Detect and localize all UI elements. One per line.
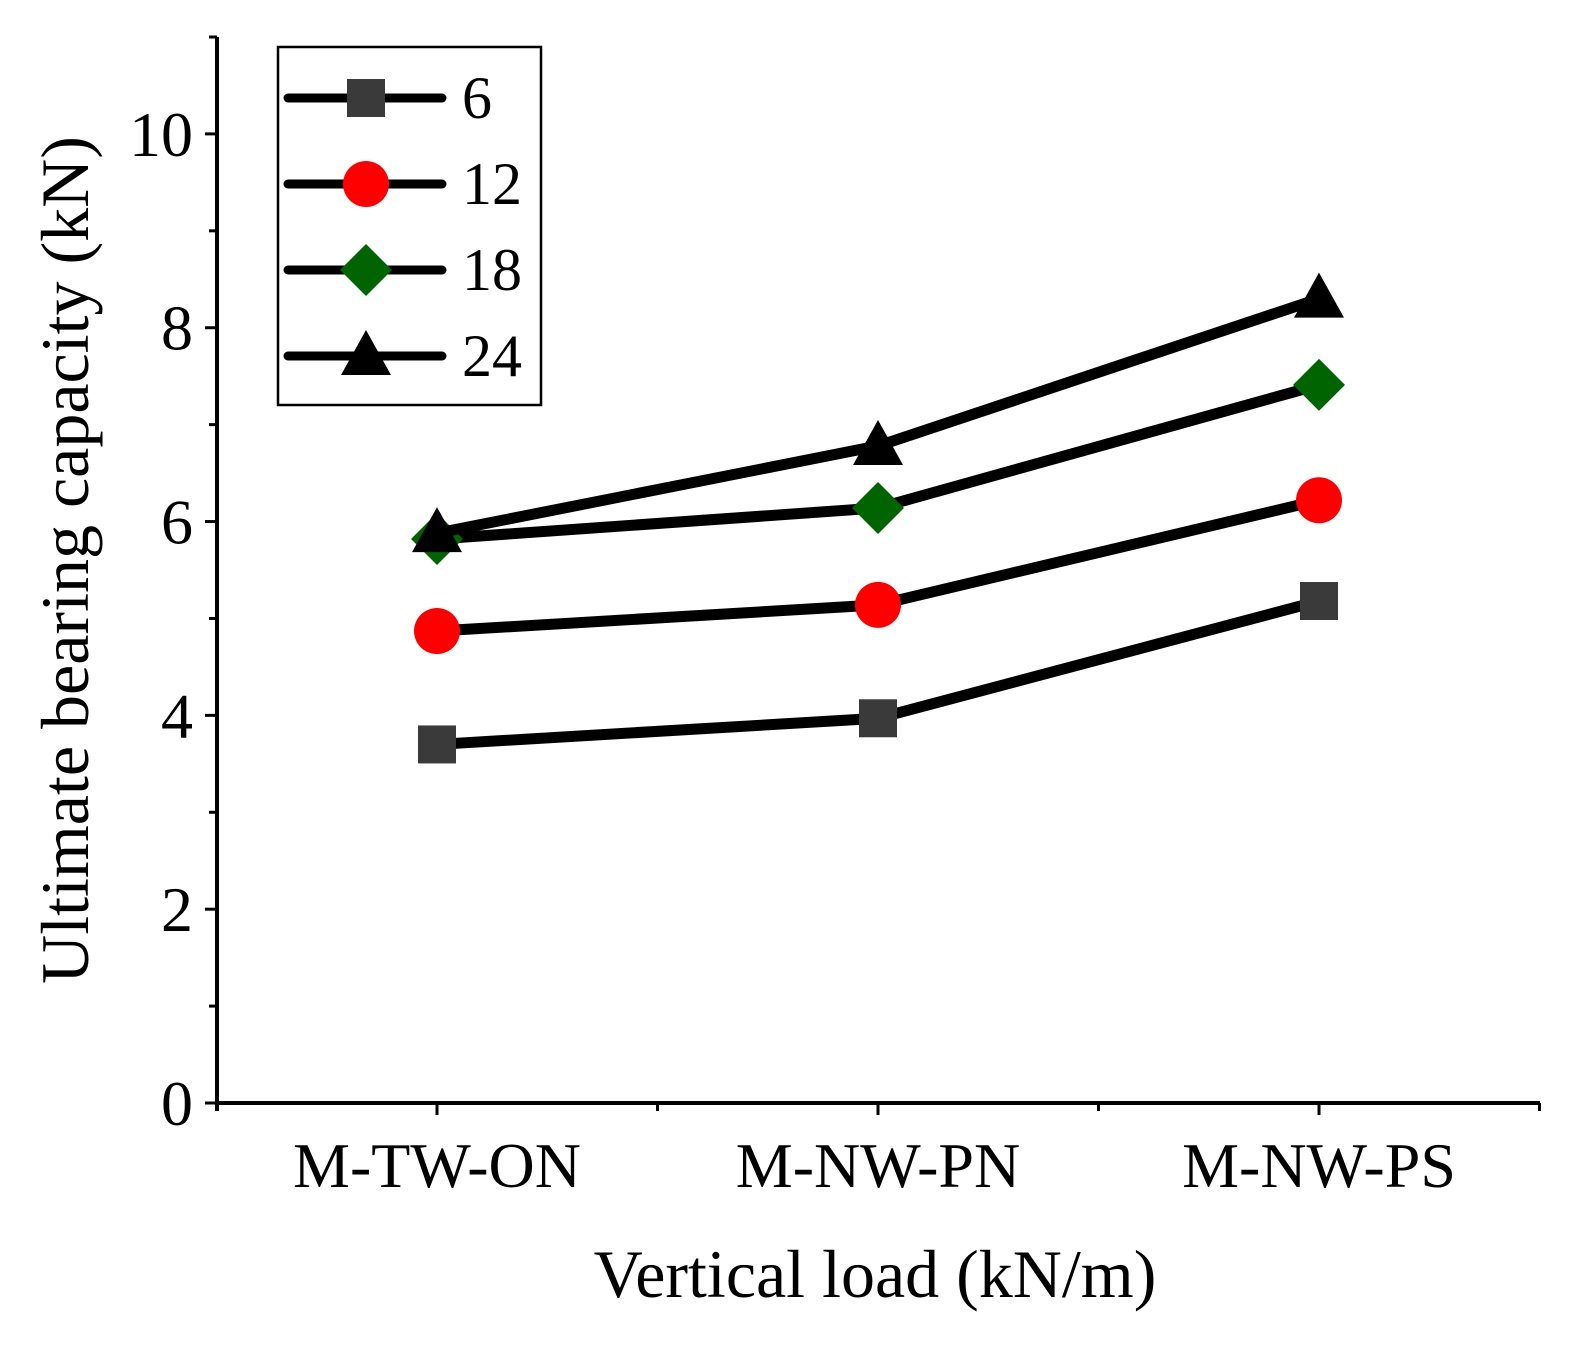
- data-point-diamond: [852, 481, 904, 534]
- data-point-triangle: [412, 507, 462, 553]
- x-tick-label: M-NW-PS: [1182, 1130, 1456, 1201]
- legend-marker-diamond: [340, 244, 392, 296]
- legend-label: 18: [462, 237, 522, 303]
- y-tick-label: 8: [161, 293, 193, 364]
- y-tick-label: 2: [161, 874, 193, 945]
- legend-item: 24: [283, 323, 522, 389]
- x-tick-label: M-NW-PN: [736, 1130, 1020, 1201]
- data-point-circle: [414, 608, 460, 655]
- y-tick-label: 4: [161, 680, 193, 751]
- y-tick-label: 0: [161, 1068, 193, 1139]
- legend-item: 6: [283, 65, 492, 131]
- y-axis-title: Ultimate bearing capacity (kN): [27, 136, 103, 984]
- y-tick-label: 6: [161, 487, 193, 558]
- series-24: [412, 272, 1344, 553]
- legend-marker-square: [347, 79, 385, 117]
- data-point-square: [1300, 582, 1338, 621]
- y-tick-label: 10: [129, 99, 193, 170]
- legend: 6 12 18 24: [276, 45, 543, 407]
- series-6: [418, 582, 1338, 764]
- legend-label: 24: [462, 323, 522, 389]
- legend-marker-circle: [343, 161, 389, 207]
- data-point-square: [418, 725, 456, 764]
- legend-box: [276, 45, 543, 407]
- legend-item: 18: [283, 237, 522, 303]
- series-group: [411, 272, 1345, 764]
- legend-label: 6: [462, 65, 492, 131]
- data-point-circle: [855, 581, 901, 628]
- legend-marker-triangle: [341, 330, 391, 375]
- data-point-circle: [1296, 477, 1342, 524]
- data-point-square: [859, 699, 897, 738]
- data-point-triangle: [853, 419, 903, 465]
- data-point-diamond: [1293, 358, 1345, 411]
- data-point-triangle: [1294, 272, 1344, 318]
- x-axis-title: Vertical load (kN/m): [594, 1236, 1157, 1312]
- x-tick-label: M-TW-ON: [293, 1130, 581, 1201]
- legend-item: 12: [283, 151, 522, 217]
- legend-label: 12: [462, 151, 522, 217]
- series-12: [414, 477, 1342, 655]
